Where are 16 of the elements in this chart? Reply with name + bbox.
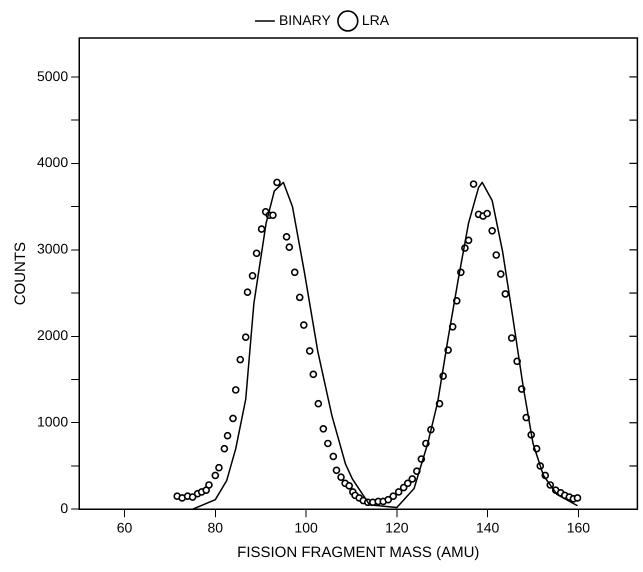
y-tick-label: 4000 <box>36 154 68 170</box>
y-tick-label: 5000 <box>36 68 68 84</box>
y-tick-label: 3000 <box>36 240 68 257</box>
legend-label: LRA <box>362 12 390 28</box>
x-tick-label: 160 <box>566 519 590 536</box>
x-tick-label: 100 <box>294 519 318 536</box>
y-axis-title: COUNTS <box>12 242 30 306</box>
y-tick-label: 2000 <box>36 327 68 344</box>
x-tick-label: 60 <box>116 519 133 536</box>
y-tick-label: 0 <box>60 500 68 516</box>
x-tick-label: 140 <box>476 519 500 536</box>
x-tick-label: 120 <box>385 519 409 536</box>
legend-label: BINARY <box>278 12 332 28</box>
y-tick-label: 1000 <box>36 414 68 430</box>
x-axis-title: FISSION FRAGMENT MASS (AMU) <box>237 544 480 562</box>
x-tick-label: 80 <box>208 519 224 536</box>
